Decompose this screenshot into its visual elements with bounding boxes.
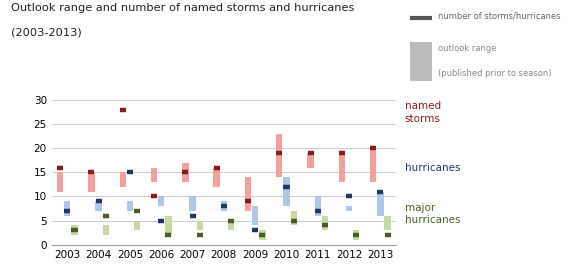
Text: named
storms: named storms bbox=[405, 101, 441, 124]
Bar bbox=[196, 220, 203, 230]
Bar bbox=[377, 192, 383, 216]
Bar bbox=[370, 148, 377, 182]
Bar bbox=[134, 220, 140, 230]
Text: hurricanes: hurricanes bbox=[405, 163, 460, 173]
Bar bbox=[182, 163, 188, 182]
Bar bbox=[259, 230, 266, 240]
Bar bbox=[339, 153, 345, 182]
Bar bbox=[214, 168, 220, 187]
Bar bbox=[220, 201, 227, 211]
Bar bbox=[165, 216, 172, 235]
Bar bbox=[64, 201, 71, 216]
Bar bbox=[290, 211, 297, 225]
Text: Outlook range and number of named storms and hurricanes: Outlook range and number of named storms… bbox=[11, 3, 355, 13]
Bar bbox=[346, 206, 352, 211]
Text: major
hurricanes: major hurricanes bbox=[405, 203, 460, 225]
Bar bbox=[353, 230, 359, 240]
Bar bbox=[119, 172, 126, 187]
Bar bbox=[385, 216, 391, 230]
Bar bbox=[71, 225, 77, 235]
Bar bbox=[151, 168, 157, 182]
Bar bbox=[127, 201, 133, 211]
Text: number of storms/hurricanes: number of storms/hurricanes bbox=[438, 11, 561, 20]
Bar bbox=[88, 172, 95, 192]
Bar bbox=[103, 225, 109, 235]
Text: (published prior to season): (published prior to season) bbox=[438, 70, 552, 78]
Text: (2003-2013): (2003-2013) bbox=[11, 28, 82, 38]
Bar bbox=[252, 206, 258, 225]
Bar bbox=[284, 177, 290, 206]
Bar bbox=[322, 216, 328, 230]
Bar bbox=[57, 172, 63, 192]
Bar bbox=[245, 177, 251, 211]
Bar bbox=[228, 220, 234, 230]
Bar bbox=[308, 153, 314, 168]
Bar bbox=[276, 134, 282, 177]
Text: outlook range: outlook range bbox=[438, 44, 497, 53]
Bar bbox=[189, 197, 196, 211]
Bar bbox=[315, 197, 321, 216]
Bar bbox=[158, 197, 164, 206]
Bar bbox=[95, 201, 102, 211]
